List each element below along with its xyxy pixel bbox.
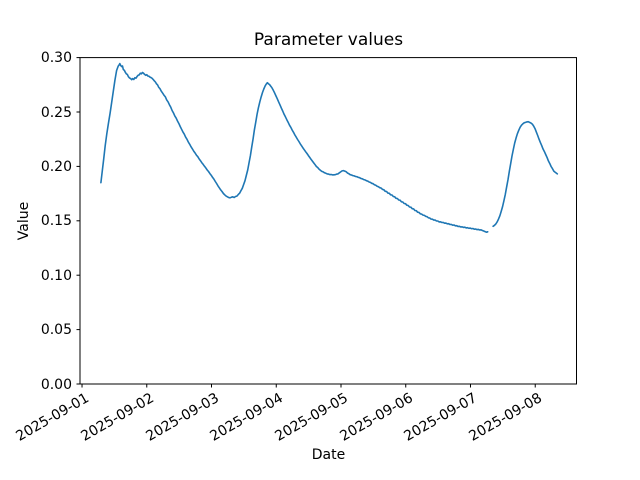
y-tick-label: 0.05 xyxy=(40,322,72,339)
y-tick-label: 0.15 xyxy=(40,213,72,230)
y-tick-label: 0.30 xyxy=(40,50,72,67)
series-line-parameter-value xyxy=(492,120,559,228)
y-tick-label: 0.25 xyxy=(40,104,72,121)
y-tick-label: 0.20 xyxy=(40,158,72,175)
chart-title: Parameter values xyxy=(253,30,404,50)
axes-spines xyxy=(79,57,577,385)
x-axis-label: Date xyxy=(311,447,346,463)
y-tick-label: 0.10 xyxy=(40,267,72,284)
y-tick-label: 0.00 xyxy=(40,376,72,393)
series-line-parameter-value xyxy=(100,62,489,233)
